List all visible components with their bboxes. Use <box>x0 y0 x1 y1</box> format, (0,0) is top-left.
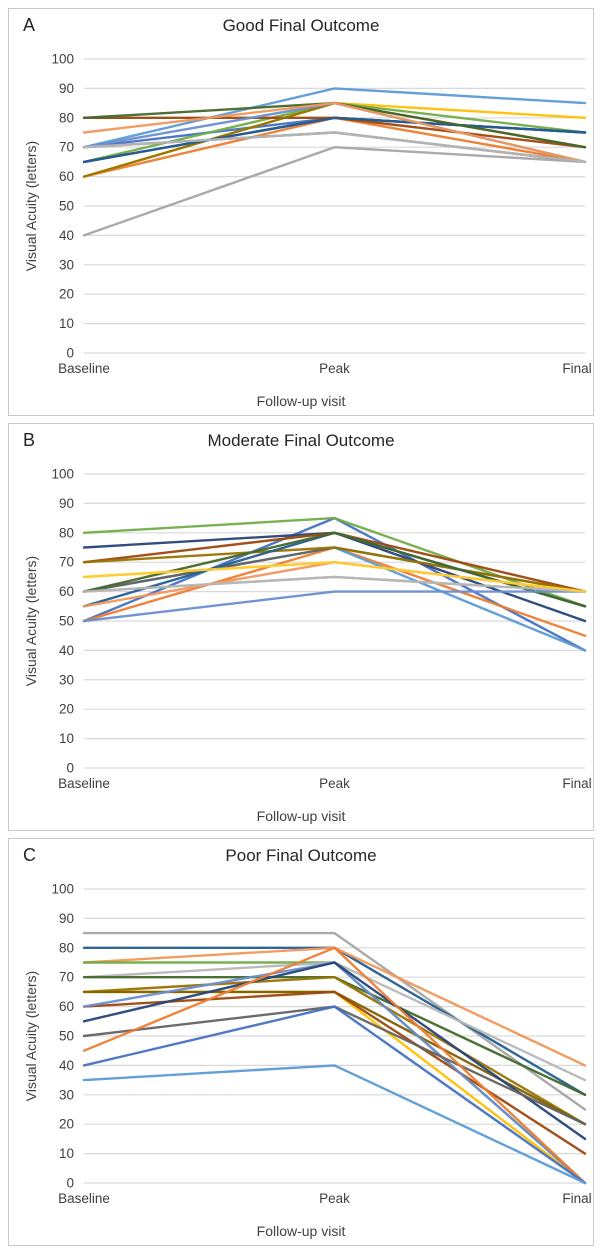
y-tick-label: 80 <box>59 940 74 955</box>
series-line <box>82 961 587 1185</box>
series-line <box>82 116 587 164</box>
panel-moderate-outcome: B Moderate Final Outcome Visual Acuity (… <box>8 423 594 831</box>
series-line <box>82 1005 587 1185</box>
y-tick-label: 20 <box>59 702 74 717</box>
y-tick-label: 0 <box>66 346 74 361</box>
y-tick-label: 90 <box>59 81 74 96</box>
y-tick-label: 60 <box>59 999 74 1014</box>
y-tick-label: 100 <box>51 882 74 897</box>
y-tick-label: 50 <box>59 1029 74 1044</box>
x-axis-title-a: Follow-up visit <box>256 393 346 409</box>
y-tick-label: 70 <box>59 140 74 155</box>
y-tick-label: 20 <box>59 287 74 302</box>
y-tick-label: 0 <box>66 1176 74 1191</box>
y-tick-label: 70 <box>59 970 74 985</box>
series-line <box>82 961 587 1141</box>
x-tick-label: Baseline <box>58 776 110 791</box>
y-tick-label: 30 <box>59 257 74 272</box>
series-line <box>82 546 587 593</box>
y-tick-label: 40 <box>59 1058 74 1073</box>
y-tick-label: 70 <box>59 555 74 570</box>
series-line <box>82 975 587 1126</box>
panel-letter-c: C <box>23 845 36 865</box>
x-tick-label: Baseline <box>58 361 110 376</box>
series-line <box>82 961 587 1185</box>
series-line <box>82 560 587 593</box>
y-tick-label: 100 <box>51 467 74 482</box>
series-line <box>82 946 587 1097</box>
y-tick-label: 10 <box>59 731 74 746</box>
y-tick-label: 90 <box>59 496 74 511</box>
x-axis-title-b: Follow-up visit <box>256 808 346 824</box>
x-tick-label: Final <box>562 361 591 376</box>
y-tick-label: 80 <box>59 525 74 540</box>
series-line <box>82 131 587 164</box>
x-tick-label: Peak <box>319 361 350 376</box>
panel-letter-b: B <box>23 430 36 450</box>
panel-title-b: Moderate Final Outcome <box>207 431 395 450</box>
x-tick-label: Baseline <box>58 1191 110 1206</box>
y-tick-label: 10 <box>59 1146 74 1161</box>
series-line <box>82 946 587 1185</box>
y-tick-label: 40 <box>59 228 74 243</box>
x-tick-label: Final <box>562 776 591 791</box>
y-tick-label: 90 <box>59 911 74 926</box>
series-line <box>82 931 587 1111</box>
series-line <box>82 1064 587 1185</box>
y-tick-label: 100 <box>51 52 74 67</box>
y-tick-label: 0 <box>66 761 74 776</box>
panel-good-outcome: A Good Final Outcome Visual Acuity (lett… <box>8 8 594 416</box>
y-tick-label: 30 <box>59 672 74 687</box>
y-tick-label: 20 <box>59 1117 74 1132</box>
series-line <box>82 961 587 1082</box>
y-tick-label: 10 <box>59 316 74 331</box>
y-tick-label: 60 <box>59 169 74 184</box>
panel-title-a: Good Final Outcome <box>222 16 380 35</box>
series-line <box>82 87 587 149</box>
x-axis-title-c: Follow-up visit <box>256 1223 346 1239</box>
y-tick-label: 50 <box>59 614 74 629</box>
series-line <box>82 101 587 149</box>
series-line <box>82 145 587 237</box>
series-line <box>82 590 587 623</box>
x-tick-label: Peak <box>319 1191 350 1206</box>
y-tick-label: 80 <box>59 110 74 125</box>
series-line <box>82 101 587 164</box>
y-tick-label: 60 <box>59 584 74 599</box>
panel-poor-outcome: C Poor Final Outcome Visual Acuity (lett… <box>8 838 594 1246</box>
y-tick-label: 50 <box>59 199 74 214</box>
x-tick-label: Final <box>562 1191 591 1206</box>
panel-letter-a: A <box>23 15 36 35</box>
x-tick-label: Peak <box>319 776 350 791</box>
panel-title-c: Poor Final Outcome <box>225 846 377 865</box>
series-line <box>82 575 587 593</box>
y-tick-label: 30 <box>59 1087 74 1102</box>
y-tick-label: 40 <box>59 643 74 658</box>
